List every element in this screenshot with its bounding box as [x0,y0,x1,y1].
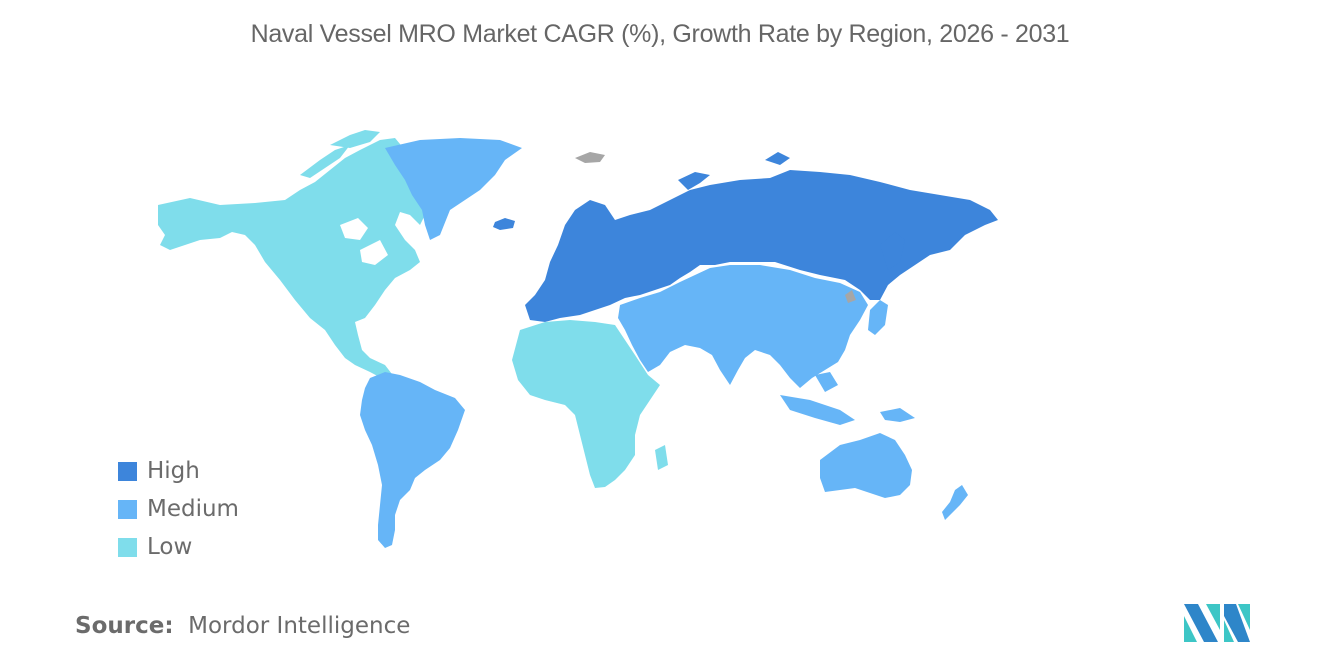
legend-item-medium: Medium [118,490,239,528]
chart-title: Naval Vessel MRO Market CAGR (%), Growth… [250,20,1070,48]
region-north-america [158,130,425,380]
region-africa [512,320,668,488]
region-south-america [360,372,465,548]
source-line: Source: Mordor Intelligence [75,613,410,639]
region-europe-russia [525,152,998,322]
source-label: Source: [75,613,174,639]
legend-label-high: High [147,458,200,484]
legend-label-low: Low [147,534,193,560]
mordor-intelligence-logo-icon [1184,604,1250,642]
legend-item-high: High [118,452,239,490]
legend-swatch-low [118,537,137,557]
legend-label-medium: Medium [147,496,239,522]
region-greenland [385,138,522,240]
region-oceania [820,408,968,520]
source-value: Mordor Intelligence [188,613,411,639]
region-asia-middle-east [618,265,888,425]
legend-item-low: Low [118,528,239,566]
legend: High Medium Low [118,452,239,566]
region-no-data [575,152,856,303]
legend-swatch-medium [118,499,137,519]
legend-swatch-high [118,461,137,481]
region-iceland [493,218,515,230]
